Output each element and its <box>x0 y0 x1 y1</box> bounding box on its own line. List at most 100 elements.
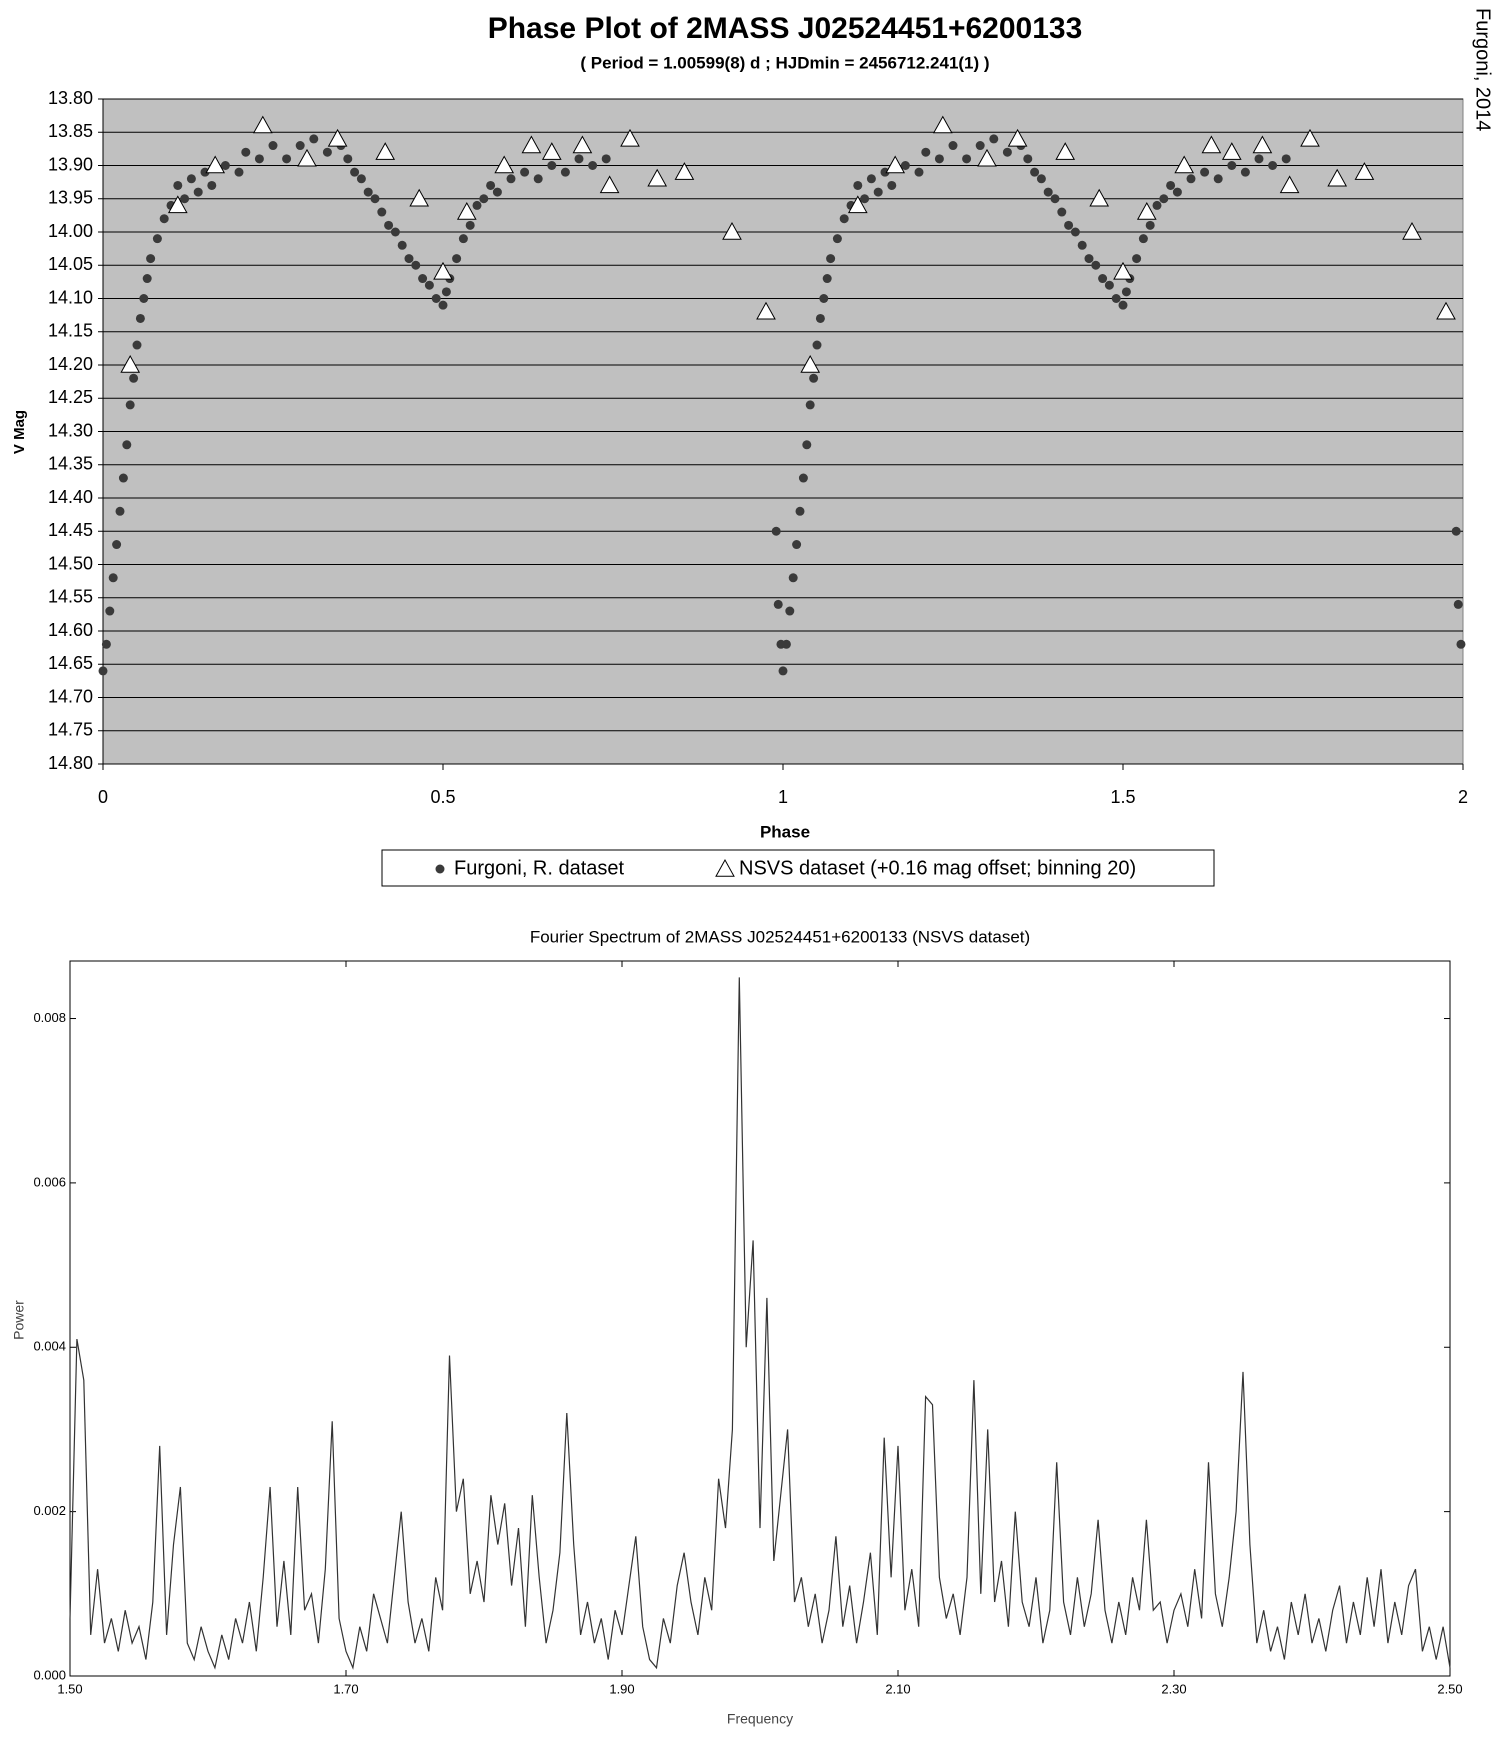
dot-marker <box>1084 254 1094 264</box>
dot-marker <box>295 141 305 151</box>
dot-marker <box>180 194 190 204</box>
x-axis-label: Phase <box>760 822 810 841</box>
triangle-marker <box>977 148 997 167</box>
annotation: Furgoni, 2014 <box>1472 8 1494 131</box>
dot-marker <box>108 573 118 583</box>
triangle-marker <box>327 128 348 147</box>
triangle-marker <box>521 135 542 154</box>
dot-marker <box>1050 194 1060 204</box>
dot-marker <box>397 240 407 250</box>
dot-marker <box>424 280 434 290</box>
x-tick-label: 0 <box>98 787 108 807</box>
dot-marker <box>220 161 230 170</box>
x-tick-label: 2 <box>1458 787 1468 807</box>
dot-marker <box>1152 200 1162 210</box>
dot-marker <box>356 174 366 184</box>
dot-marker <box>139 294 149 303</box>
dot-marker <box>962 154 972 164</box>
dot-marker <box>1091 260 1101 270</box>
triangle-marker <box>847 195 868 214</box>
triangle-marker <box>433 261 453 280</box>
dot-marker <box>506 174 516 184</box>
dot-marker <box>1213 174 1223 184</box>
dot-marker <box>805 400 815 410</box>
legend <box>381 849 1215 887</box>
y-tick-label: 14.20 <box>48 354 93 374</box>
dot-marker <box>268 141 278 151</box>
dot-marker <box>241 147 251 157</box>
y-tick-label: 0.008 <box>33 1010 66 1025</box>
y-axis-label: Power <box>11 1300 27 1340</box>
y-tick-label: 13.95 <box>48 188 93 208</box>
dot-marker <box>1240 167 1250 177</box>
dot-marker <box>809 373 819 383</box>
dot-marker <box>142 274 152 284</box>
y-axis-label: V Mag <box>11 410 28 454</box>
dot-marker <box>1281 154 1291 164</box>
dot-marker <box>812 340 822 350</box>
triangle-marker <box>167 195 188 214</box>
y-tick-label: 14.15 <box>48 321 93 341</box>
dot-marker <box>1172 187 1182 197</box>
triangle-marker <box>297 148 317 167</box>
triangle-marker <box>456 202 477 220</box>
dot-marker <box>173 180 183 190</box>
dot-marker <box>1057 207 1067 217</box>
triangle-marker <box>572 135 593 154</box>
y-tick-label: 0.002 <box>33 1503 66 1518</box>
x-tick-label: 1.50 <box>57 1681 82 1696</box>
triangle-marker <box>756 301 776 320</box>
chart-title: Fourier Spectrum of 2MASS J02524451+6200… <box>530 927 1030 946</box>
dot-marker <box>781 639 791 649</box>
triangle-marker <box>541 142 562 160</box>
y-tick-label: 14.70 <box>48 686 93 706</box>
dot-marker <box>390 227 400 237</box>
dot-marker <box>479 194 489 204</box>
dot-marker <box>921 147 931 157</box>
dot-marker <box>98 666 108 676</box>
y-tick-label: 14.00 <box>48 221 93 241</box>
dot-marker <box>588 161 598 170</box>
dot-marker <box>350 167 360 177</box>
dot-marker <box>343 154 353 164</box>
dot-marker <box>129 373 139 383</box>
dot-marker <box>441 287 451 297</box>
y-tick-label: 14.40 <box>48 487 93 507</box>
dot-marker <box>309 134 319 144</box>
triangle-marker <box>722 221 742 240</box>
y-tick-label: 14.65 <box>48 653 93 673</box>
dot-marker <box>1200 167 1210 177</box>
dot-marker <box>132 340 142 350</box>
dot-marker <box>887 180 897 190</box>
triangle-marker <box>1174 155 1195 174</box>
triangle-marker <box>674 162 695 180</box>
chart-subtitle: ( Period = 1.00599(8) d ; HJDmin = 24567… <box>580 53 989 72</box>
dot-marker <box>1186 174 1196 184</box>
dot-marker <box>771 526 781 536</box>
dot-marker <box>1227 161 1237 170</box>
triangle-marker <box>885 155 906 174</box>
triangle-marker <box>409 188 430 207</box>
dot-marker <box>853 180 863 190</box>
legend-symbol <box>435 864 445 874</box>
triangle-marker <box>375 142 396 160</box>
dot-marker <box>798 473 808 483</box>
dot-marker <box>282 154 292 164</box>
x-tick-label: 1.70 <box>333 1681 358 1696</box>
dot-marker <box>1145 220 1155 230</box>
dot-marker <box>520 167 530 177</box>
dot-marker <box>1121 287 1131 297</box>
triangle-marker <box>1402 221 1422 240</box>
dot-marker <box>1118 300 1128 310</box>
dot-marker <box>1159 194 1169 204</box>
dot-marker <box>802 440 812 450</box>
dot-marker <box>101 639 111 649</box>
dot-marker <box>815 313 825 323</box>
y-tick-label: 14.25 <box>48 387 93 407</box>
dot-marker <box>1077 240 1087 250</box>
dot-marker <box>975 141 985 151</box>
legend-symbol <box>715 858 735 877</box>
dot-marker <box>322 147 332 157</box>
dot-marker <box>832 234 842 244</box>
